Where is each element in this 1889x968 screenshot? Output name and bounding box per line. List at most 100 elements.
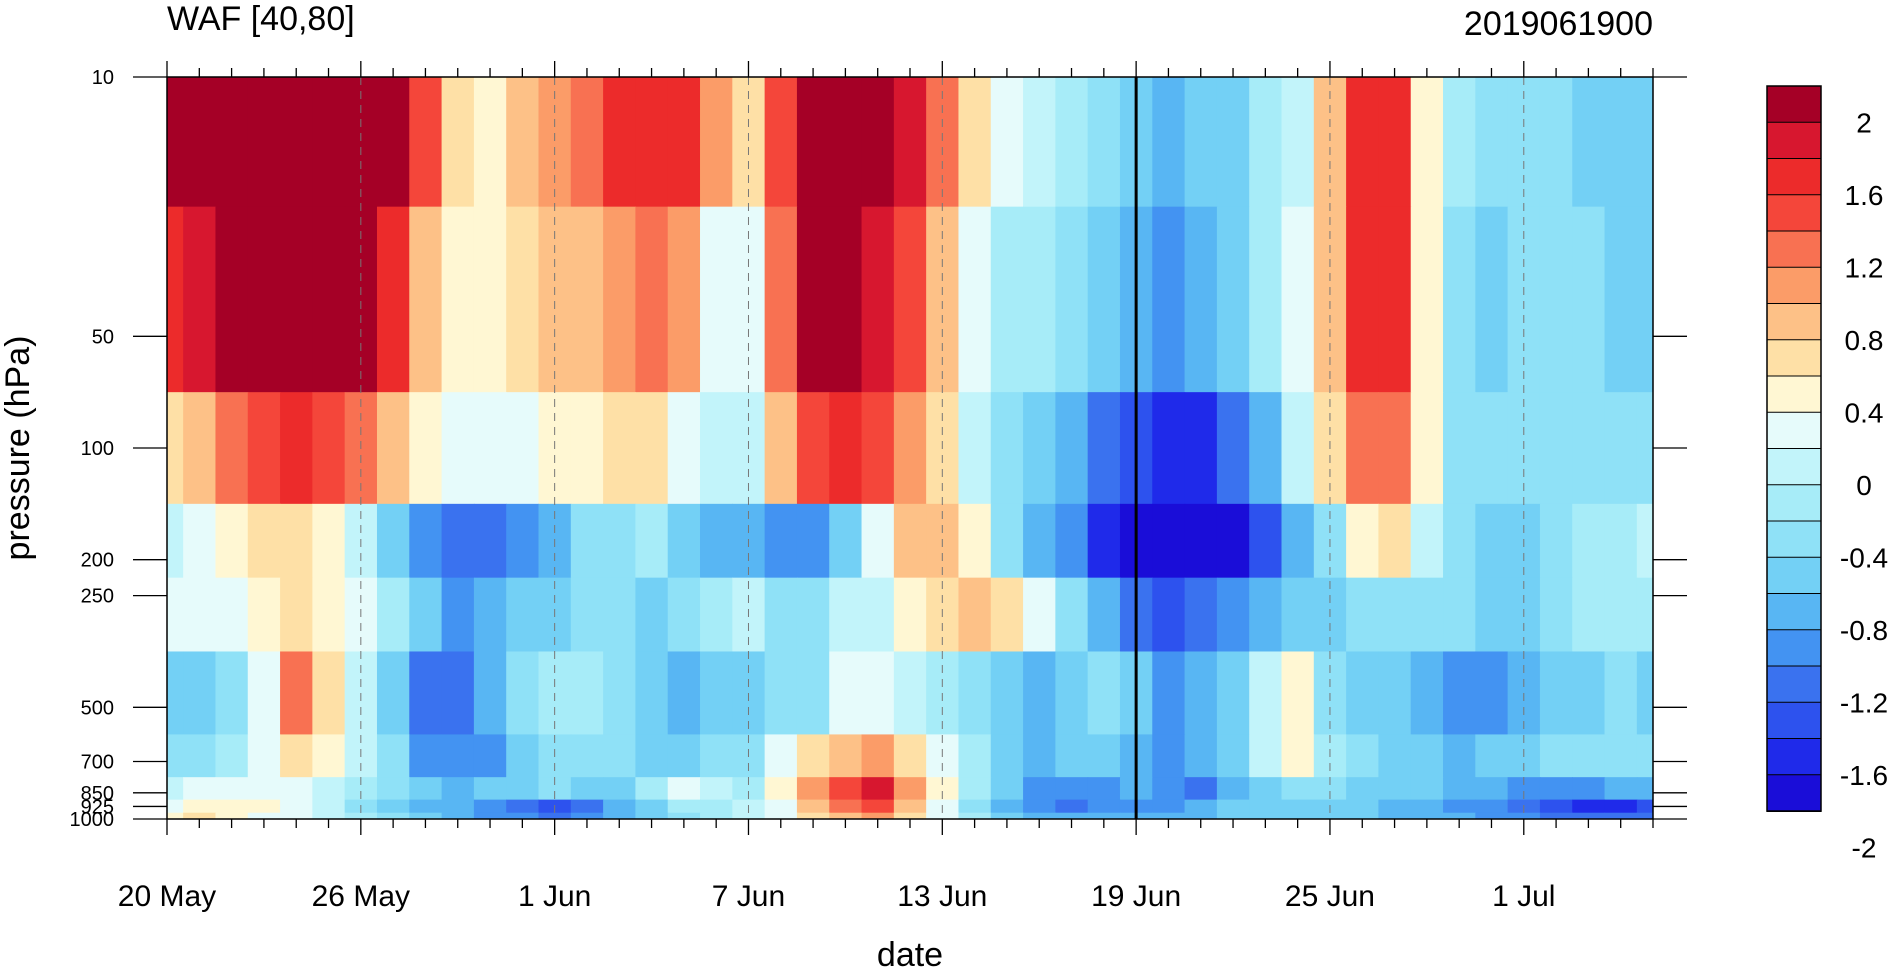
- heatmap-cell: [1152, 799, 1186, 814]
- heatmap-cell: [409, 392, 443, 505]
- heatmap-cell: [1346, 799, 1380, 814]
- heatmap-cell: [700, 651, 733, 736]
- heatmap-cell: [183, 577, 217, 653]
- heatmap-cell: [1539, 77, 1573, 208]
- y-tick-label: 50: [92, 326, 114, 348]
- heatmap-cell: [829, 812, 863, 819]
- heatmap-cell: [764, 777, 798, 801]
- colorbar-label: 0.8: [1845, 325, 1884, 356]
- y-tick-label: 100: [81, 438, 114, 460]
- heatmap-cell: [1443, 503, 1476, 579]
- chart-title-left: WAF [40,80]: [167, 0, 355, 38]
- heatmap-cell: [1346, 206, 1380, 393]
- heatmap-cell: [603, 734, 637, 778]
- heatmap-cell: [376, 77, 410, 208]
- colorbar-swatch: [1766, 520, 1822, 559]
- heatmap-cell: [893, 206, 927, 393]
- heatmap-cell: [958, 392, 992, 505]
- heatmap-cell: [990, 799, 1024, 814]
- heatmap-cell: [764, 577, 798, 653]
- heatmap-cell: [990, 392, 1024, 505]
- heatmap-cell: [1087, 799, 1121, 814]
- heatmap-cell: [764, 651, 798, 736]
- colorbar-label: -1.6: [1840, 760, 1888, 791]
- heatmap-cells: [167, 77, 1653, 819]
- heatmap-cell: [247, 503, 281, 579]
- heatmap-cell: [861, 77, 895, 208]
- heatmap-cell: [183, 206, 217, 393]
- heatmap-cell: [829, 503, 863, 579]
- heatmap-cell: [506, 734, 540, 778]
- heatmap-cell: [700, 734, 733, 778]
- heatmap-cell: [667, 206, 701, 393]
- heatmap-cell: [376, 392, 410, 505]
- heatmap-cell: [1539, 734, 1573, 778]
- heatmap-cell: [667, 503, 701, 579]
- heatmap-cell: [958, 799, 992, 814]
- colorbar-swatch: [1766, 484, 1822, 522]
- heatmap-cell: [473, 206, 507, 393]
- heatmap-cell: [441, 206, 475, 393]
- heatmap-cell: [1216, 734, 1250, 778]
- colorbar-frame: [1766, 85, 1822, 812]
- heatmap-cell: [1539, 392, 1573, 505]
- heatmap-cell: [506, 777, 540, 801]
- heatmap-cell: [247, 651, 281, 736]
- heatmap-cell: [1475, 799, 1509, 814]
- heatmap-cell: [829, 577, 863, 653]
- heatmap-cell: [167, 777, 184, 801]
- heatmap-cell: [247, 799, 281, 814]
- heatmap-cell: [1055, 503, 1089, 579]
- colorbar-label: 1.2: [1845, 252, 1884, 283]
- heatmap-cell: [1443, 734, 1476, 778]
- heatmap-cell: [183, 812, 217, 819]
- colorbar-swatch: [1766, 665, 1822, 704]
- y-tick-label: 1000: [70, 809, 115, 831]
- heatmap-cell: [1249, 77, 1283, 208]
- heatmap-cell: [167, 734, 184, 778]
- heatmap-cell: [1184, 206, 1218, 393]
- heatmap-cell: [1087, 577, 1121, 653]
- heatmap-cell: [376, 734, 410, 778]
- heatmap-cell: [1507, 812, 1541, 819]
- heatmap-cell: [376, 577, 410, 653]
- colorbar-swatch: [1766, 448, 1822, 486]
- heatmap-cell: [473, 651, 507, 736]
- heatmap-cell: [1346, 577, 1380, 653]
- heatmap-cell: [473, 577, 507, 653]
- heatmap-cell: [1636, 77, 1653, 208]
- heatmap-cell: [1443, 577, 1476, 653]
- heatmap-cell: [167, 503, 184, 579]
- heatmap-cell: [1346, 651, 1380, 736]
- heatmap-cell: [1539, 812, 1573, 819]
- heatmap-cell: [1572, 734, 1606, 778]
- heatmap-cell: [1184, 799, 1218, 814]
- heatmap-cell: [1346, 734, 1380, 778]
- heatmap-cell: [700, 799, 733, 814]
- heatmap-cell: [893, 577, 927, 653]
- heatmap-cell: [1281, 651, 1315, 736]
- heatmap-cell: [764, 503, 798, 579]
- heatmap-cell: [1087, 651, 1121, 736]
- heatmap-cell: [1636, 392, 1653, 505]
- heatmap-cell: [990, 777, 1024, 801]
- heatmap-cell: [829, 392, 863, 505]
- heatmap-cell: [829, 206, 863, 393]
- x-axis: 20 May 26 May 1 Jun 7 Jun 13 Jun 19 Jun 25 Jun…: [118, 61, 1654, 913]
- heatmap-cell: [1055, 777, 1089, 801]
- heatmap-cell: [893, 777, 927, 801]
- heatmap-cell: [1410, 734, 1444, 778]
- heatmap-cell: [1378, 392, 1412, 505]
- heatmap-cell: [958, 503, 992, 579]
- heatmap-cell: [1087, 206, 1121, 393]
- heatmap-cell: [861, 812, 895, 819]
- heatmap-cell: [1055, 799, 1089, 814]
- heatmap-cell: [990, 812, 1024, 819]
- colorbar-label: -1.2: [1840, 687, 1888, 718]
- colorbar-swatch: [1766, 303, 1822, 341]
- y-tick-label: 10: [92, 67, 114, 89]
- colorbar-swatch: [1766, 121, 1822, 160]
- heatmap-cell: [1378, 812, 1412, 819]
- heatmap-cell: [441, 392, 475, 505]
